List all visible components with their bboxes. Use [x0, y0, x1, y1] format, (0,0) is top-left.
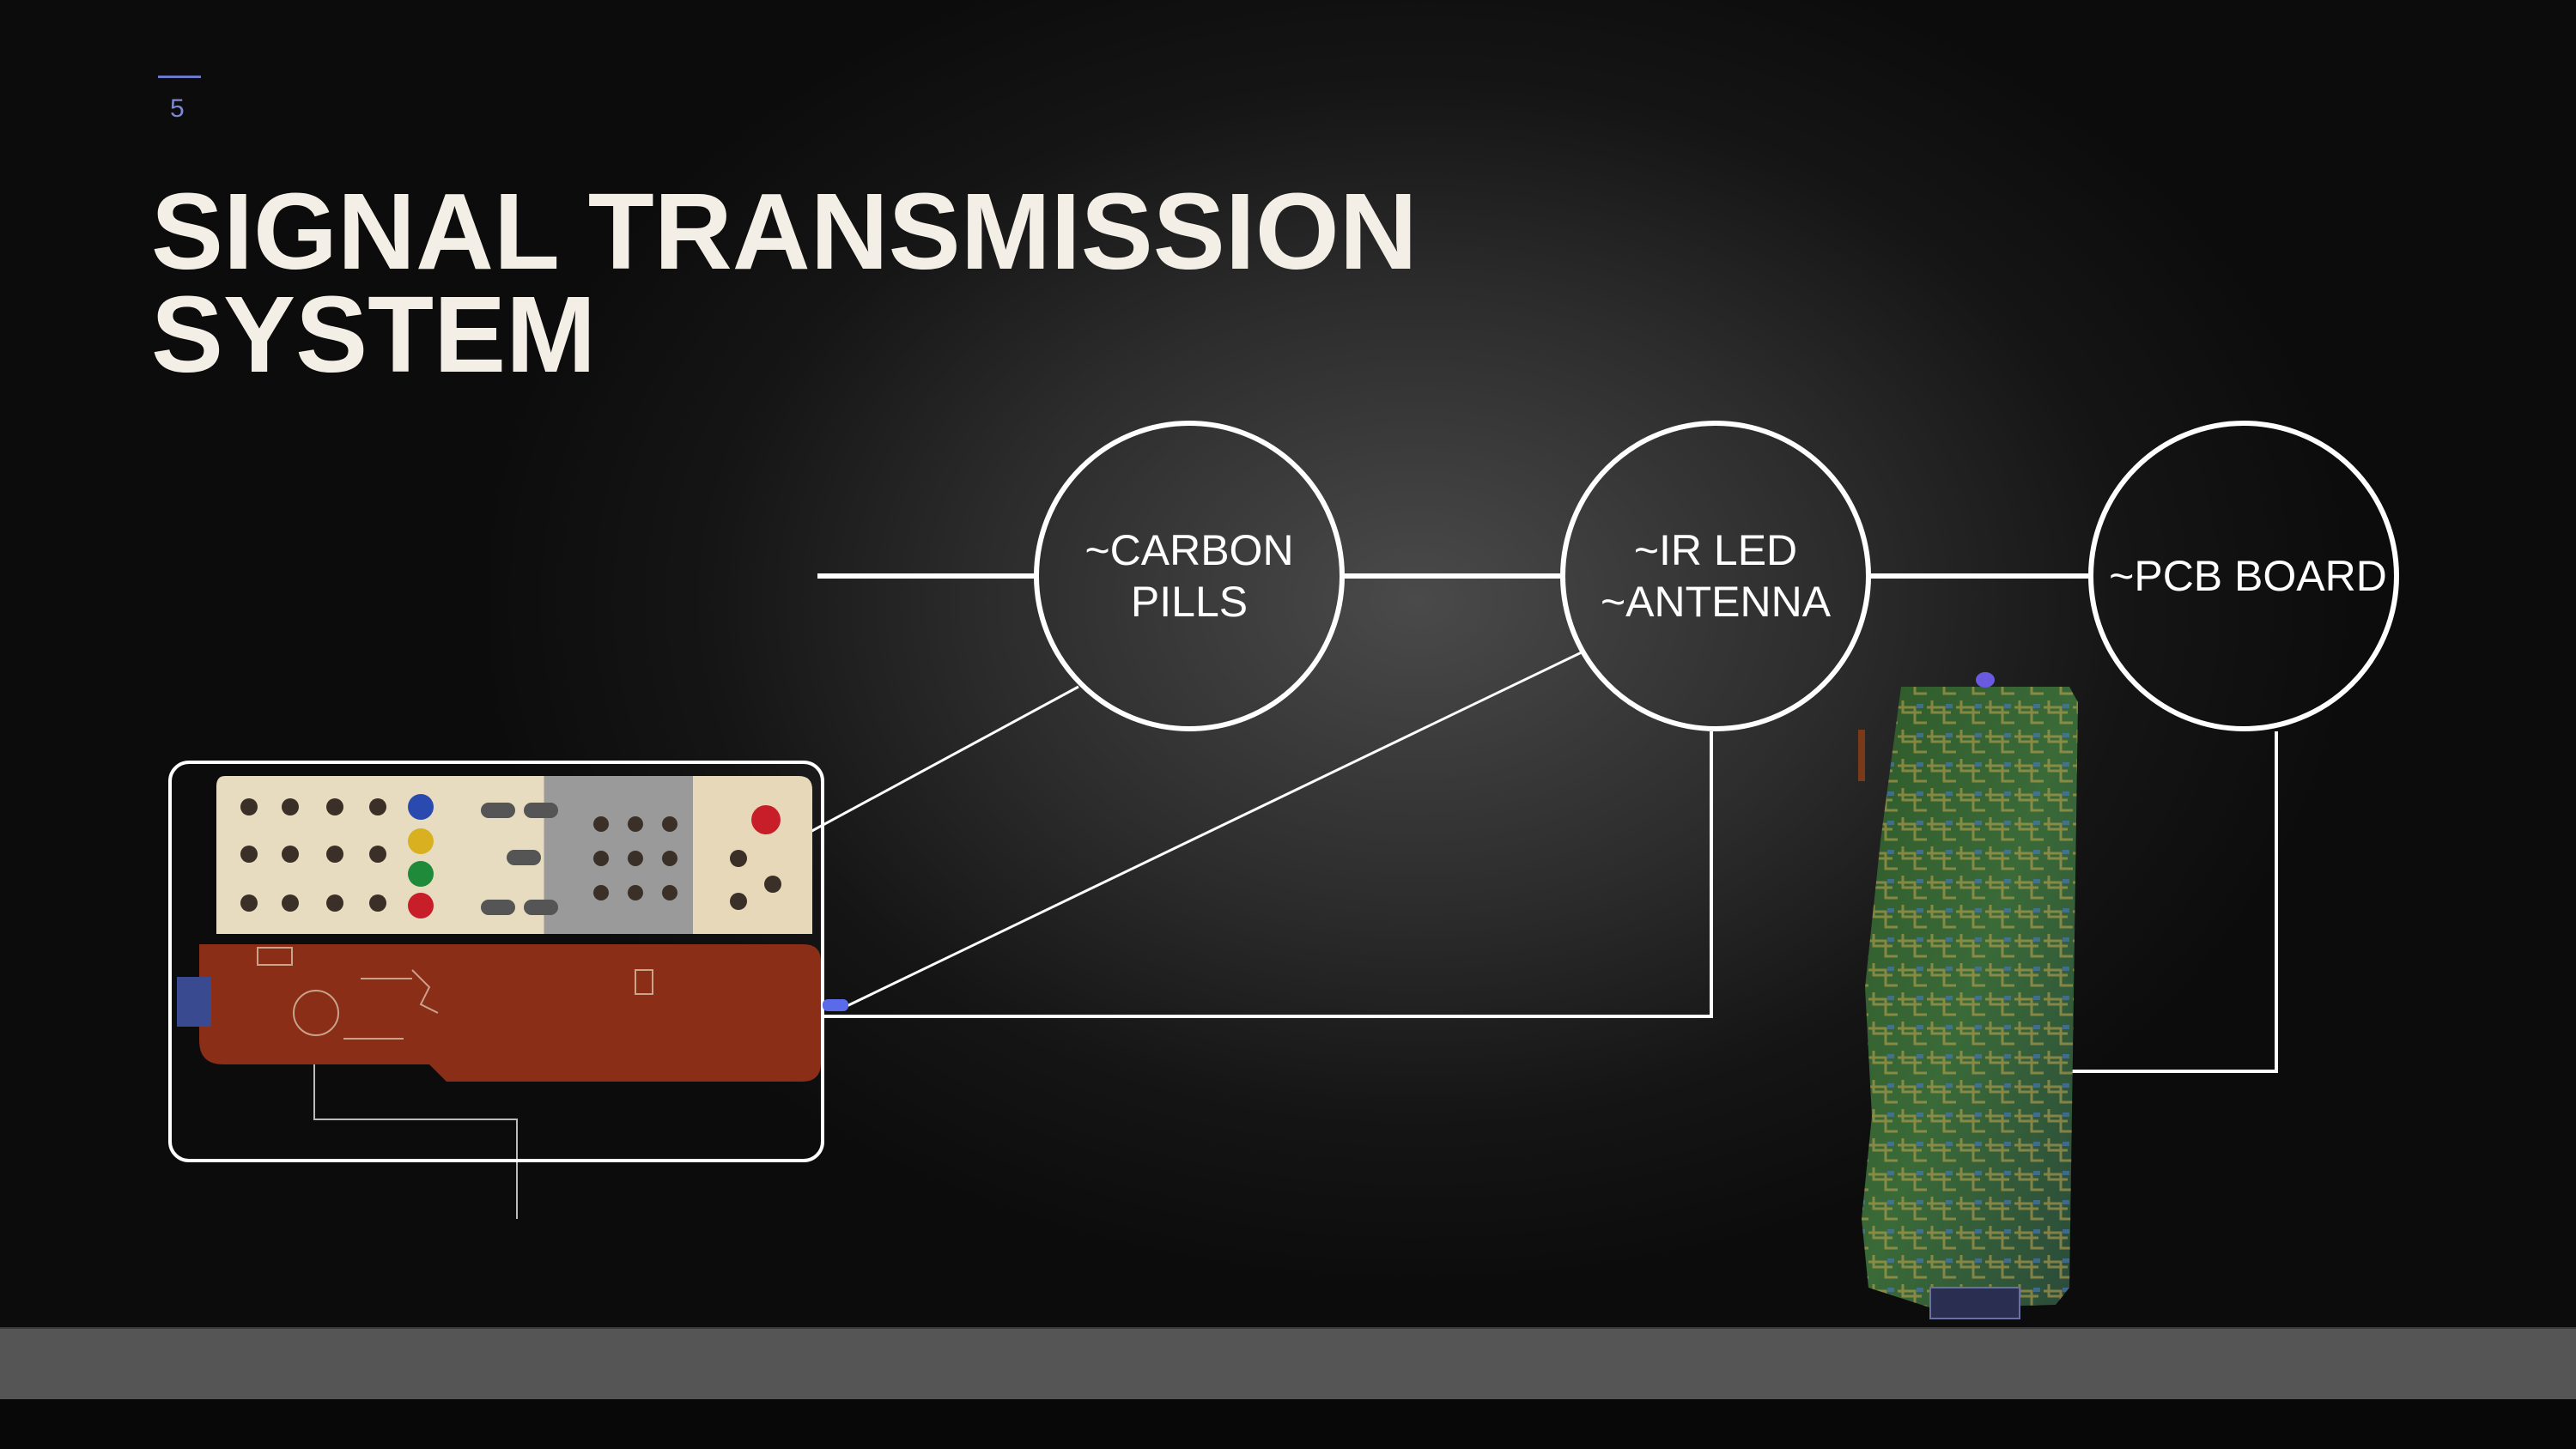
irled-pointer-line	[842, 649, 1586, 1009]
colored-keys	[408, 794, 781, 919]
ir-led-antenna-label-line-2: ~ANTENNA	[1600, 578, 1832, 626]
title-line-2: SYSTEM	[151, 274, 597, 395]
carbon-pills-node	[1034, 421, 1345, 731]
slide-number-rule	[158, 76, 201, 78]
pcb-board-node	[2088, 421, 2399, 731]
remote-internals-frame	[168, 761, 824, 1162]
gray-keypad-slots	[481, 803, 558, 915]
carbon-pills-label-line-2: PILLS	[1130, 578, 1249, 626]
carbon-pills-label-line-1: ~CARBON	[1084, 526, 1294, 574]
pcb-side-tab	[1858, 730, 1865, 781]
board-traces	[257, 947, 653, 1040]
keypad-buttons	[240, 798, 781, 912]
bottom-bar	[0, 1327, 2576, 1401]
pcb-board-label-line-1: ~PCB BOARD	[2109, 552, 2387, 600]
pcb-board-label: ~PCB BOARD	[2091, 492, 2405, 660]
slide-number: 5	[170, 94, 185, 123]
carbon-pills-label: ~CARBON PILLS	[1045, 492, 1334, 660]
pcb-drop-line	[2044, 731, 2278, 1073]
pcb-connector	[1929, 1287, 2020, 1319]
battery-connector	[177, 977, 211, 1027]
title-line-1: SIGNAL TRANSMISSION	[151, 171, 1418, 292]
board-tail-line	[313, 1064, 518, 1219]
ir-led-component	[823, 999, 848, 1011]
remote-internals-image	[168, 761, 848, 1162]
ir-led-antenna-node	[1560, 421, 1871, 731]
pcb-board-image	[1858, 672, 2078, 1319]
pcb-traces	[1862, 687, 2078, 1308]
bottom-strip	[0, 1399, 2576, 1449]
circuit-board	[199, 944, 821, 1082]
pcb-led	[1976, 672, 1995, 688]
ir-led-antenna-label-line-1: ~IR LED	[1633, 526, 1798, 574]
page-title: SIGNAL TRANSMISSION SYSTEM	[151, 171, 1418, 395]
irled-drop-line	[799, 731, 1713, 1018]
connector-lines	[313, 573, 2278, 1219]
ir-led-antenna-label: ~IR LED ~ANTENNA	[1571, 492, 1860, 660]
